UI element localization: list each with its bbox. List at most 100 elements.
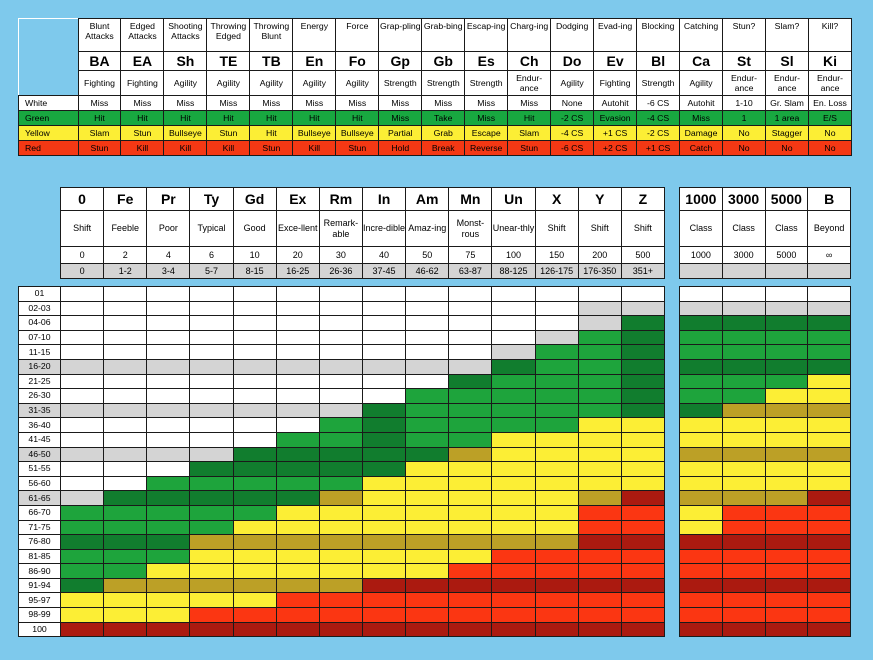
grid-cell <box>577 563 622 579</box>
grid-cell <box>361 548 407 565</box>
grid-row <box>679 548 851 565</box>
action-stat: Agility <box>335 70 380 96</box>
rank-value-row: 0 2 4 6 10 20 30 40 50 75 100 150 200 500 <box>59 246 666 264</box>
grid-cell <box>807 504 851 521</box>
grid-row <box>59 417 666 433</box>
result-cell: Stun <box>206 125 251 141</box>
grid-cell <box>103 592 148 609</box>
rank-value: 150 <box>534 246 579 264</box>
grid-cell <box>361 563 407 579</box>
grid-cell <box>59 592 105 609</box>
grid-row <box>679 344 851 360</box>
rank-range: 63-87 <box>448 263 493 279</box>
grid-cell <box>679 563 723 579</box>
grid-cell <box>807 490 851 506</box>
rank-abbr: Rm <box>318 187 363 211</box>
grid-cell <box>534 563 579 579</box>
grid-cell <box>59 329 105 346</box>
grid-cell <box>146 417 191 433</box>
grid-cell <box>491 446 536 463</box>
result-cell: Slam <box>507 125 552 141</box>
rank-value: 20 <box>275 246 320 264</box>
grid-cell <box>103 446 148 463</box>
result-cell: Miss <box>77 95 122 111</box>
grid-row <box>679 490 851 506</box>
grid-cell <box>318 315 363 331</box>
grid-cell <box>620 490 666 506</box>
grid-cell <box>275 490 320 506</box>
grid-cell <box>534 373 579 390</box>
grid-cell <box>103 490 148 506</box>
roll-row: 02-03 <box>18 300 61 317</box>
grid-cell <box>361 329 407 346</box>
grid-cell <box>679 504 723 521</box>
result-cell: Miss <box>292 95 337 111</box>
rank-abbr: Y <box>577 187 622 211</box>
grid-cell <box>318 446 363 463</box>
action-name: Shooting Attacks <box>163 18 208 52</box>
grid-cell <box>620 446 666 463</box>
grid-row <box>59 577 666 594</box>
grid-cell <box>491 402 536 419</box>
result-cell: Bullseye <box>335 125 380 141</box>
grid-row <box>59 431 666 448</box>
grid-cell <box>189 329 234 346</box>
grid-cell <box>448 519 493 536</box>
grid-cell <box>405 329 450 346</box>
grid-cell <box>146 431 191 448</box>
action-stat: Endur-​ance <box>807 70 853 96</box>
action-stat: Strength <box>378 70 423 96</box>
grid-cell <box>189 373 234 390</box>
grid-cell <box>620 519 666 536</box>
grid-cell <box>491 300 536 317</box>
rank-range: 37-45 <box>361 263 407 279</box>
class-rank-header-table: 1000 3000 5000 B Class Class Class Beyond 1000 30… <box>679 187 851 279</box>
grid-cell <box>275 607 320 623</box>
grid-cell <box>807 344 851 360</box>
result-cell: Miss <box>163 95 208 111</box>
grid-cell <box>679 446 723 463</box>
grid-cell <box>807 286 851 302</box>
action-name: Dodging <box>550 18 595 52</box>
rank-range <box>679 263 723 279</box>
roll-range: 16-20 <box>18 358 61 375</box>
roll-range: 81-85 <box>18 548 61 565</box>
grid-cell <box>721 577 766 594</box>
roll-row: 04-06 <box>18 315 61 331</box>
grid-cell <box>59 504 105 521</box>
rank-abbr-row: 0 Fe Pr Ty Gd Ex Rm In Am Mn Un X Y Z <box>59 187 666 211</box>
rank-abbr: Gd <box>232 187 277 211</box>
result-cell: 1 area <box>765 110 809 126</box>
grid-cell <box>491 461 536 477</box>
grid-cell <box>232 490 277 506</box>
grid-cell <box>764 300 809 317</box>
grid-cell <box>59 373 105 390</box>
grid-cell <box>534 358 579 375</box>
grid-cell <box>103 607 148 623</box>
grid-cell <box>448 504 493 521</box>
grid-cell <box>318 402 363 419</box>
grid-cell <box>577 504 622 521</box>
grid-cell <box>448 446 493 463</box>
grid-cell <box>361 519 407 536</box>
grid-cell <box>534 388 579 404</box>
grid-cell <box>189 490 234 506</box>
grid-cell <box>59 402 105 419</box>
grid-cell <box>318 577 363 594</box>
grid-cell <box>577 402 622 419</box>
grid-cell <box>361 577 407 594</box>
grid-cell <box>275 446 320 463</box>
roll-row: 86-90 <box>18 563 61 579</box>
grid-row <box>679 329 851 346</box>
grid-cell <box>491 344 536 360</box>
grid-cell <box>721 490 766 506</box>
roll-row: 46-50 <box>18 446 61 463</box>
result-cell: Miss <box>421 95 466 111</box>
grid-cell <box>59 315 105 331</box>
rank-abbr: 5000 <box>764 187 809 211</box>
grid-cell <box>275 417 320 433</box>
rank-value: 2 <box>103 246 148 264</box>
rank-range: 176-350 <box>577 263 622 279</box>
grid-row <box>679 300 851 317</box>
grid-cell <box>807 402 851 419</box>
